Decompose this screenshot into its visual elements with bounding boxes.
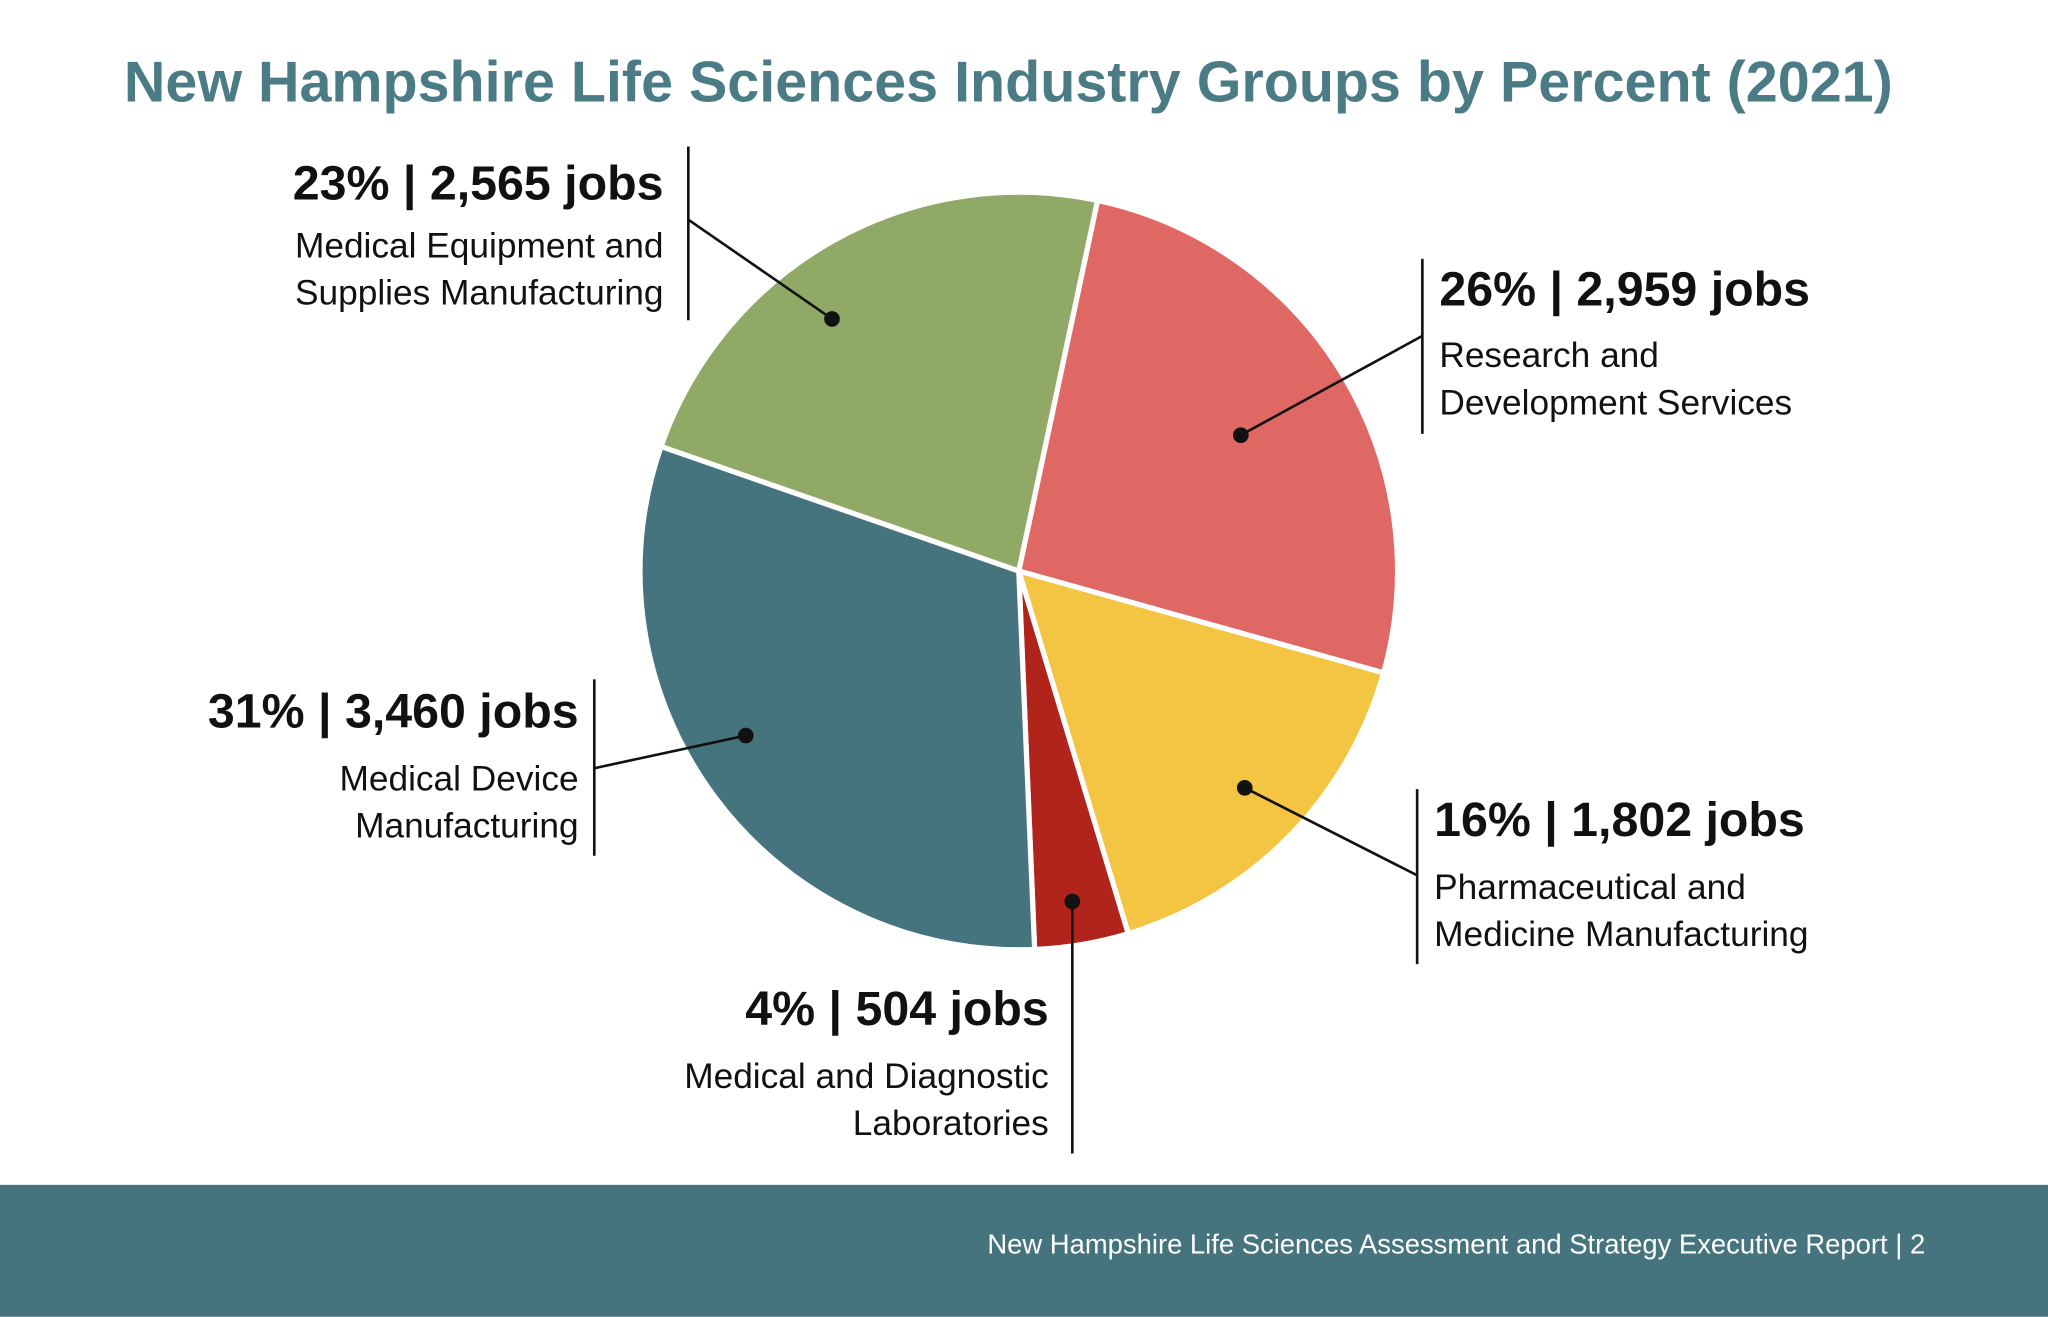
leader-line: [594, 734, 747, 770]
chart-title: New Hampshire Life Sciences Industry Gro…: [124, 51, 1893, 115]
pie-slice: [637, 443, 1038, 953]
category-label: Medical and Diagnostic Laboratories: [684, 1056, 1049, 1144]
data-label: 16% | 1,802 jobs: [1434, 793, 1805, 847]
pie-slice: [1016, 197, 1401, 676]
leader-dot: [1232, 427, 1249, 443]
leader-line: [1244, 786, 1418, 877]
pie-slice: [1016, 568, 1387, 937]
leader-line: [687, 218, 833, 320]
category-label: Medical Equipment and Supplies Manufactu…: [294, 226, 664, 313]
category-label: Pharmaceutical and Medicine Manufacturin…: [1434, 867, 1809, 954]
data-label: 4% | 504 jobs: [745, 982, 1049, 1036]
category-label-box: Research and Development Services: [1439, 335, 1793, 423]
footer-band: [0, 1184, 2048, 1317]
category-label: Research and Development Services: [1439, 335, 1793, 423]
footer-text: New Hampshire Life Sciences Assessment a…: [987, 1229, 1925, 1260]
leader-line: [1240, 334, 1423, 437]
category-label-box: Medical and Diagnostic Laboratories: [684, 1056, 1049, 1144]
leader-dot: [824, 311, 840, 327]
data-label: 31% | 3,460 jobs: [208, 684, 579, 738]
leader-dot: [1236, 779, 1253, 796]
category-label-box: Medical Equipment and Supplies Manufactu…: [294, 226, 664, 313]
data-label: 23% | 2,565 jobs: [293, 157, 664, 211]
data-label: 26% | 2,959 jobs: [1439, 263, 1810, 317]
leader-dot: [1064, 893, 1081, 910]
category-label-box: Medical Device Manufacturing: [339, 759, 579, 846]
category-label: Medical Device Manufacturing: [339, 759, 579, 846]
pie-slice: [658, 189, 1101, 574]
leader-dot: [737, 727, 754, 744]
category-label-box: Pharmaceutical and Medicine Manufacturin…: [1434, 867, 1809, 954]
